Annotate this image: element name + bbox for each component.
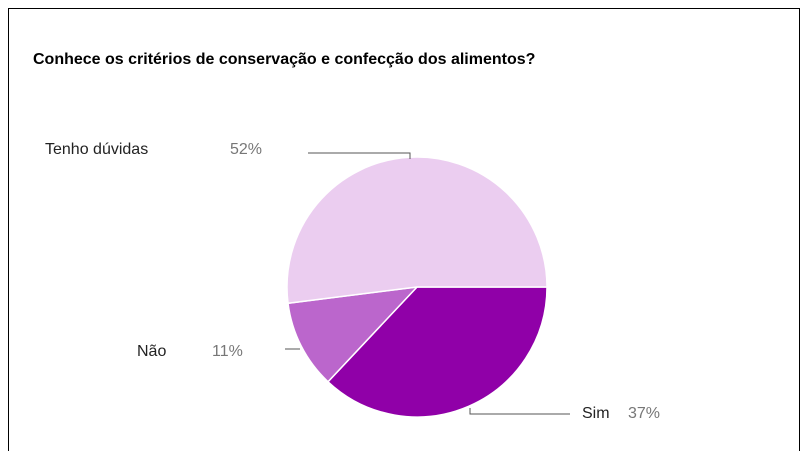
chart-title: Conhece os critérios de conservação e co…: [33, 51, 535, 68]
pie-slice: [326, 286, 548, 418]
leader-line: [308, 152, 411, 159]
slice-value-label: 37%: [628, 405, 660, 422]
pie-slice: [286, 156, 548, 305]
pie-slice: [287, 285, 419, 383]
leader-line: [469, 408, 570, 415]
slice-label: Não: [137, 343, 166, 360]
slice-label: Tenho dúvidas: [45, 141, 148, 158]
slice-value-label: 52%: [230, 141, 262, 158]
slice-label: Sim: [582, 405, 610, 422]
slice-value-label: 11%: [212, 343, 243, 360]
